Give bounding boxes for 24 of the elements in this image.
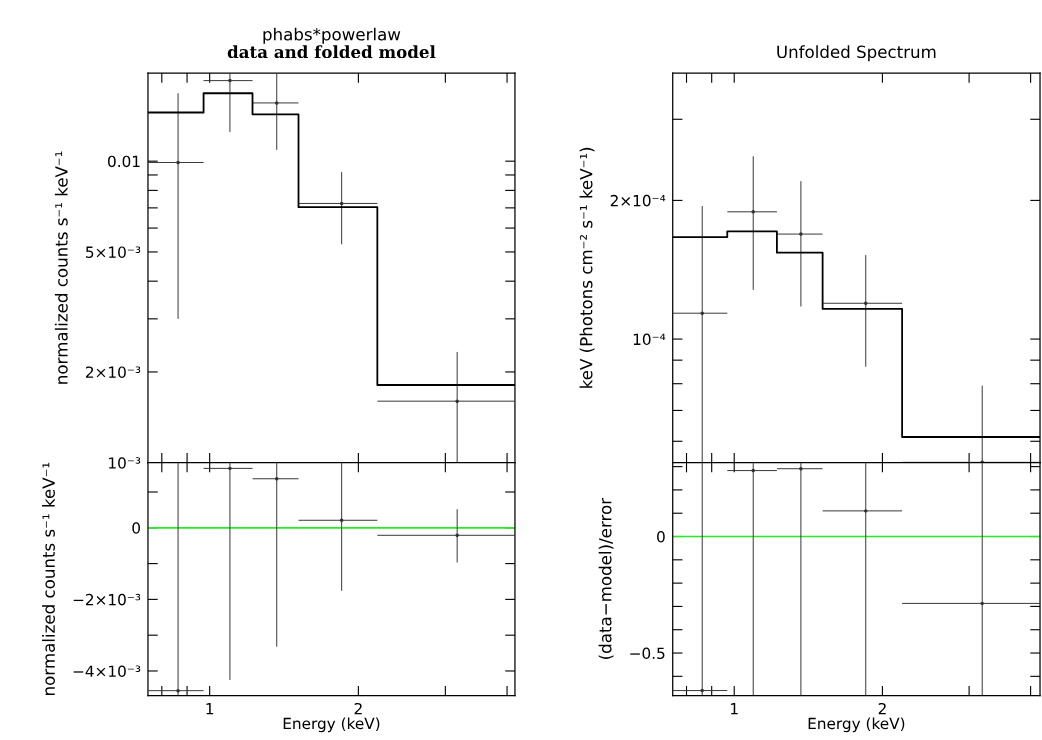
y-tick-label: 10⁻⁴ — [633, 333, 666, 346]
x-tick-label: 1 — [731, 703, 738, 715]
chart-subtitle: data and folded model — [227, 45, 436, 59]
x-tick-label: 2 — [354, 702, 362, 715]
x-axis-title: Energy (keV) — [283, 717, 380, 733]
y-tick-label: −4×10⁻³ — [73, 665, 141, 677]
y-axis-title: keV (Photons cm⁻² s⁻¹ keV⁻¹) — [579, 147, 595, 388]
y-tick-label: 0 — [132, 522, 141, 534]
y-tick-label: 2×10⁻⁴ — [610, 194, 666, 207]
y-tick-label: 0 — [657, 530, 665, 543]
x-axis-title: Energy (keV) — [808, 717, 905, 733]
y-axis-title: (data−model)/error — [598, 497, 614, 659]
y-tick-label: 10⁻³ — [109, 457, 141, 469]
chart-title: Unfolded Spectrum — [777, 45, 936, 62]
y-tick-label: −2×10⁻³ — [73, 593, 141, 606]
y-tick-label: 0.01 — [108, 155, 140, 168]
y-tick-label: 5×10⁻³ — [86, 246, 141, 258]
y-axis-title: normalized counts s⁻¹ keV⁻¹ — [54, 151, 68, 384]
x-tick-label: 1 — [206, 703, 214, 715]
y-tick-label: −0.5 — [630, 647, 665, 660]
x-tick-label: 2 — [878, 702, 886, 715]
y-axis-title: normalized counts s⁻¹ keV⁻¹ — [42, 462, 55, 695]
y-tick-label: 2×10⁻³ — [85, 366, 141, 378]
chart-title: phabs*powerlaw — [263, 27, 401, 44]
